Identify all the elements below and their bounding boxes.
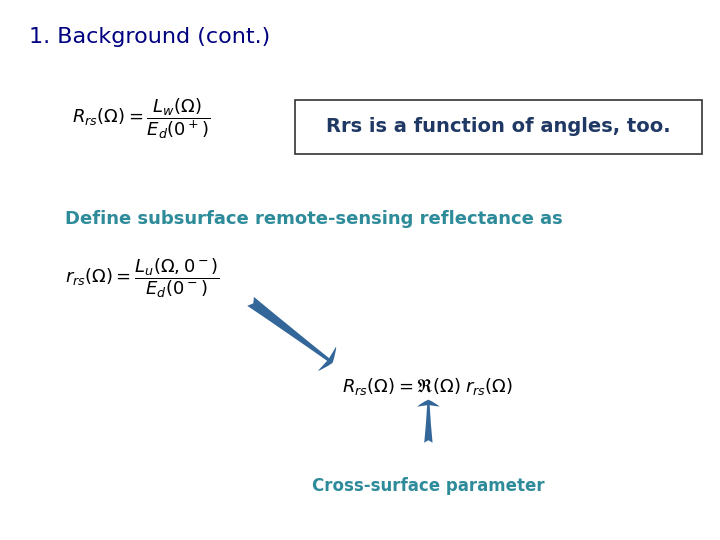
Text: $r_{rs}(\Omega) = \dfrac{L_u(\Omega, 0^-)}{E_d(0^-)}$: $r_{rs}(\Omega) = \dfrac{L_u(\Omega, 0^-…: [65, 256, 220, 300]
Text: $R_{rs}(\Omega) = \mathfrak{R}(\Omega)\; r_{rs}(\Omega)$: $R_{rs}(\Omega) = \mathfrak{R}(\Omega)\;…: [342, 376, 513, 396]
FancyBboxPatch shape: [295, 100, 702, 154]
Text: $R_{rs}(\Omega) = \dfrac{L_w(\Omega)}{E_d(0^+)}$: $R_{rs}(\Omega) = \dfrac{L_w(\Omega)}{E_…: [72, 97, 210, 141]
Text: 1. Background (cont.): 1. Background (cont.): [29, 27, 270, 47]
Text: Define subsurface remote-sensing reflectance as: Define subsurface remote-sensing reflect…: [65, 210, 562, 228]
Text: Rrs is a function of angles, too.: Rrs is a function of angles, too.: [326, 117, 671, 137]
Text: Cross-surface parameter: Cross-surface parameter: [312, 477, 545, 495]
